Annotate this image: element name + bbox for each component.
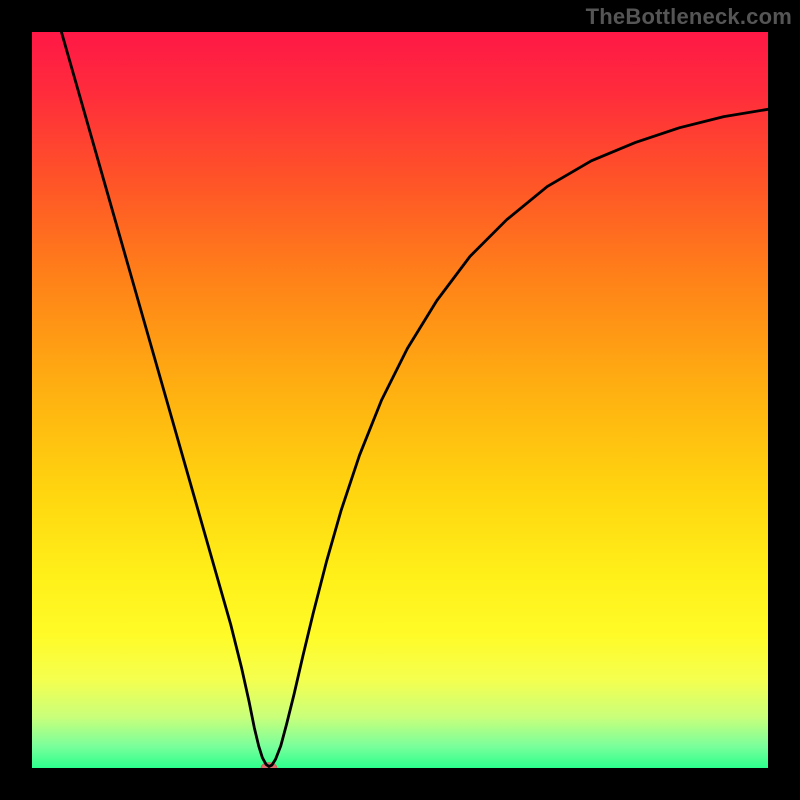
watermark-text: TheBottleneck.com xyxy=(586,4,792,30)
chart-stage: TheBottleneck.com xyxy=(0,0,800,800)
plot-gradient-background xyxy=(32,32,768,768)
bottleneck-curve-chart xyxy=(0,0,800,800)
